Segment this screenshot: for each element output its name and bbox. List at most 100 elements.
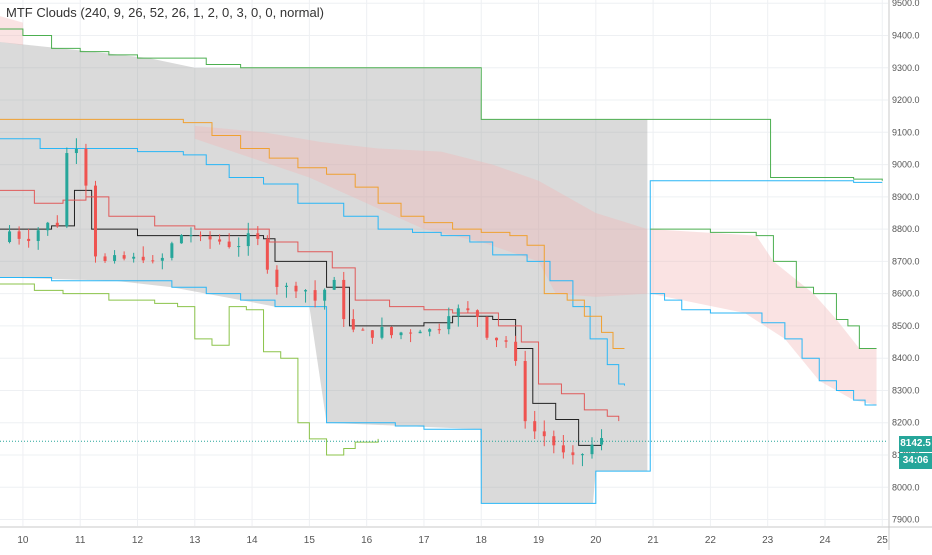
candle-body	[380, 327, 384, 338]
candle-body	[122, 255, 126, 259]
indicator-line	[650, 293, 877, 406]
y-tick-label: 8600.0	[892, 289, 920, 299]
candle-body	[265, 238, 269, 270]
candle-body	[189, 235, 193, 237]
x-tick-label: 25	[877, 535, 889, 546]
cloud-fill	[194, 125, 648, 297]
cloud-fill	[650, 229, 877, 405]
candle-body	[55, 222, 59, 227]
candle-body	[170, 243, 174, 258]
x-tick-label: 15	[304, 535, 316, 546]
x-tick-label: 13	[189, 535, 201, 546]
cloud-fill	[0, 41, 648, 504]
candle-body	[332, 279, 336, 290]
candle-body	[552, 436, 556, 446]
candle-body	[74, 148, 78, 154]
candle-body	[179, 235, 183, 244]
y-tick-label: 8800.0	[892, 224, 920, 234]
indicator-line	[0, 189, 603, 446]
candle-body	[313, 290, 317, 301]
countdown-badge: 34:06	[899, 453, 932, 469]
indicator-title: MTF Clouds (240, 9, 26, 52, 26, 1, 2, 0,…	[6, 5, 324, 20]
candle-body	[284, 285, 288, 287]
y-tick-label: 8500.0	[892, 321, 920, 331]
y-tick-label: 9000.0	[892, 160, 920, 170]
y-tick-label: 9400.0	[892, 30, 920, 40]
candle-body	[36, 230, 40, 242]
candle-body	[571, 452, 575, 456]
candle-body	[27, 238, 31, 242]
y-tick-label: 8900.0	[892, 192, 920, 202]
x-tick-label: 22	[705, 535, 717, 546]
candle-body	[17, 231, 21, 239]
x-tick-label: 19	[533, 535, 545, 546]
candle-body	[561, 445, 565, 453]
candle-body	[590, 444, 594, 455]
cloud-layer	[0, 16, 877, 504]
y-tick-label: 7900.0	[892, 515, 920, 525]
y-tick-label: 9300.0	[892, 63, 920, 73]
x-tick-label: 11	[75, 535, 86, 546]
candle-body	[514, 341, 518, 362]
indicator-line	[0, 118, 625, 350]
last-price-badge: 8142.5	[899, 436, 932, 452]
candle-body	[93, 185, 97, 257]
candle-body	[389, 327, 393, 336]
candle-body	[275, 269, 279, 287]
candle-body	[428, 329, 432, 332]
candle-body	[46, 222, 50, 231]
candle-body	[409, 332, 413, 334]
candle-body	[542, 431, 546, 437]
y-tick-label: 9500.0	[892, 0, 920, 8]
y-tick-label: 8200.0	[892, 418, 920, 428]
candle-body	[533, 421, 537, 432]
x-tick-label: 21	[648, 535, 660, 546]
candle-body	[227, 241, 231, 248]
candle-body	[475, 310, 479, 317]
x-tick-label: 10	[17, 535, 29, 546]
y-tick-label: 8000.0	[892, 482, 920, 492]
x-tick-label: 20	[590, 535, 602, 546]
x-tick-label: 12	[132, 535, 144, 546]
candle-body	[237, 246, 241, 248]
x-tick-label: 24	[819, 535, 831, 546]
candle-body	[199, 235, 203, 237]
indicator-line	[0, 28, 883, 181]
candle-body	[141, 256, 145, 261]
candle-body	[495, 337, 499, 341]
candle-body	[304, 290, 308, 292]
candle-body	[8, 231, 12, 243]
x-tick-label: 23	[762, 535, 774, 546]
candle-body	[113, 255, 117, 261]
candle-body	[151, 260, 155, 262]
candle-body	[600, 438, 604, 445]
candle-body	[456, 308, 460, 317]
indicator-line	[650, 228, 877, 350]
candle-body	[218, 239, 222, 242]
candle-body	[246, 233, 250, 247]
candle-body	[160, 257, 164, 261]
candle-body	[351, 319, 355, 330]
candles-layer	[8, 138, 604, 467]
candle-body	[418, 331, 422, 334]
y-tick-label: 9200.0	[892, 95, 920, 105]
candle-body	[84, 148, 88, 186]
cloud-fill	[0, 16, 23, 46]
indicator-line	[0, 283, 379, 456]
candle-body	[447, 316, 451, 330]
candle-body	[370, 330, 374, 338]
candle-body	[208, 236, 212, 240]
x-tick-label: 18	[476, 535, 488, 546]
indicator-line	[0, 180, 883, 504]
y-tick-label: 8300.0	[892, 385, 920, 395]
x-tick-label: 17	[418, 535, 430, 546]
y-tick-label: 9100.0	[892, 127, 920, 137]
y-tick-label: 8400.0	[892, 353, 920, 363]
candle-body	[256, 233, 260, 239]
candle-body	[65, 153, 69, 227]
indicator-line	[0, 189, 620, 422]
candle-body	[132, 256, 136, 259]
